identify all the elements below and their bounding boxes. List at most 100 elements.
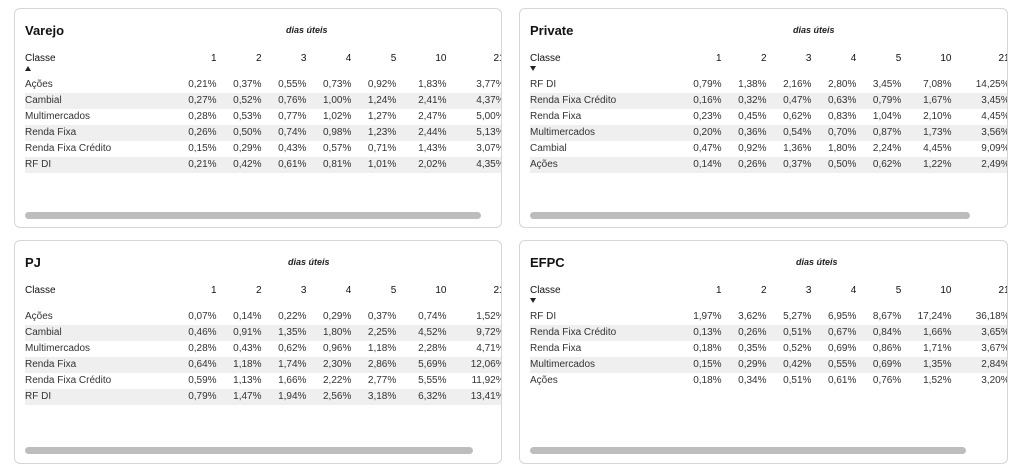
column-header-period[interactable]: 1 [211,285,217,296]
column-header-period[interactable]: 4 [850,285,857,296]
table-row[interactable]: Ações 0,18% 0,34% 0,51% 0,61% 0,76% 1,52% 3,20%… [530,373,1007,389]
column-header-period[interactable]: 5 [390,53,397,64]
table-cell: 0,18% [693,343,722,354]
column-header-period[interactable]: 2 [255,53,262,64]
column-header-period[interactable]: 2 [255,285,262,296]
column-header-classe[interactable]: Classe [530,285,675,309]
table-cell: 0,14% [233,311,262,322]
table-cell: 0,21% [188,79,217,90]
table-cell: 0,42% [770,357,816,373]
column-header-period[interactable]: 3 [300,285,307,296]
table-row[interactable]: Multimercados 0,20% 0,36% 0,54% 0,70% 0,87% 1,… [530,125,1007,141]
table-row[interactable]: Renda Fixa Crédito 0,16% 0,32% 0,47% 0,63% 0,… [530,93,1007,109]
table-cell: 0,51% [770,325,816,341]
column-header-period[interactable]: 4 [345,285,352,296]
horizontal-scrollbar[interactable] [530,212,970,219]
column-header-period[interactable]: 5 [895,285,902,296]
table-row[interactable]: Multimercados 0,28% 0,43% 0,62% 0,96% 1,18% 2,… [25,341,502,357]
table-cell: 0,15% [188,143,217,154]
column-header-period[interactable]: 4 [850,53,857,64]
table-cell: 4,71% [476,343,502,354]
table-cell: 2,28% [418,343,447,354]
column-header-period[interactable]: 5 [390,285,397,296]
column-header-period[interactable]: 3 [805,53,812,64]
column-header-period[interactable]: 1 [716,285,722,296]
row-label: Renda Fixa [530,111,582,122]
table-row[interactable]: Renda Fixa Crédito 0,13% 0,26% 0,51% 0,67% 0,… [530,325,1007,341]
table-row[interactable]: Renda Fixa 0,18% 0,35% 0,52% 0,69% 0,86% 1,71%… [530,341,1007,357]
table-row[interactable]: Cambial 0,27% 0,52% 0,76% 1,00% 1,24% 2,41% 4,3… [25,93,501,109]
table-cell: 0,70% [815,125,861,141]
table-cell: 3,18% [355,389,401,405]
table-cell: 0,64% [170,357,221,373]
column-header-period[interactable]: 4 [345,53,352,64]
table-cell: 1,94% [265,389,311,405]
table-row[interactable]: RF DI 1,97% 3,62% 5,27% 6,95% 8,67% 17,24% 36,1… [530,309,1008,325]
table-cell: 1,67% [905,93,956,109]
table-cell: 3,45% [872,79,902,90]
row-label: Ações [530,375,558,386]
table-cell: 9,72% [450,325,501,341]
column-header-classe[interactable]: Classe [25,285,170,309]
horizontal-scrollbar[interactable] [530,447,966,454]
table-row[interactable]: Ações 0,07% 0,14% 0,22% 0,29% 0,37% 0,74% 1,52%… [25,309,502,325]
table-cell: 0,77% [278,111,307,122]
table-row[interactable]: RF DI 0,79% 1,38% 2,16% 2,80% 3,45% 7,08% 14,25… [530,77,1008,93]
table-cell: 0,14% [675,157,726,173]
horizontal-scrollbar[interactable] [25,447,473,454]
table-row[interactable]: Renda Fixa Crédito 0,59% 1,13% 1,66% 2,22% 2,… [25,373,501,389]
table-cell: 14,25% [975,79,1008,90]
table-row[interactable]: Multimercados 0,28% 0,53% 0,77% 1,02% 1,27% 2,… [25,109,501,125]
table-cell: 1,43% [418,143,447,154]
column-header-period[interactable]: 2 [760,53,767,64]
table-row[interactable]: Multimercados 0,15% 0,29% 0,42% 0,55% 0,69% 1,… [530,357,1007,373]
sort-descending-icon [530,66,536,71]
column-header-classe[interactable]: Classe [530,53,675,77]
column-header-period[interactable]: 1 [716,53,722,64]
column-header-period[interactable]: 21 [998,285,1008,296]
table-cell: 0,15% [675,357,726,373]
table-row[interactable]: RF DI 0,21% 0,42% 0,61% 0,81% 1,01% 2,02% 4,35%… [25,157,501,173]
table-cell: 0,57% [322,143,352,154]
table-cell: 17,24% [917,311,952,322]
column-header-period[interactable]: 1 [211,53,217,64]
column-header-period[interactable]: 10 [940,285,952,296]
table-row[interactable]: Ações 0,21% 0,37% 0,55% 0,73% 0,92% 1,83% 3,77%… [25,77,502,93]
table-row[interactable]: Ações 0,14% 0,26% 0,37% 0,50% 0,62% 1,22% 2,49%… [530,157,1007,173]
column-header-period[interactable]: 10 [435,285,447,296]
returns-table: Classe123451021421(RF DI1,97%3,62%5,27%6… [530,285,1008,389]
table-cell: 4,37% [450,93,501,109]
column-header-period[interactable]: 21 [998,53,1008,64]
column-header-period[interactable]: 21 [493,285,502,296]
column-header-period[interactable]: 3 [300,53,307,64]
column-header-classe[interactable]: Classe [25,53,170,77]
column-header-period[interactable]: 2 [760,285,767,296]
table-cell: 1,52% [476,311,502,322]
table-cell: 0,79% [170,389,221,405]
table-row[interactable]: Renda Fixa Crédito 0,15% 0,29% 0,43% 0,57% 0,… [25,141,501,157]
table-cell: 36,18% [975,311,1008,322]
column-header-period[interactable]: 3 [805,285,812,296]
table-cell: 2,84% [955,357,1007,373]
row-label: Renda Fixa Crédito [530,93,676,109]
column-header-period[interactable]: 21 [493,53,502,64]
table-cell: 3,77% [476,79,502,90]
table-row[interactable]: Renda Fixa 0,23% 0,45% 0,62% 0,83% 1,04% 2,10%… [530,109,1007,125]
table-row[interactable]: RF DI 0,79% 1,47% 1,94% 2,56% 3,18% 6,32% 13,41… [25,389,501,405]
row-label: Multimercados [25,111,91,122]
horizontal-scrollbar[interactable] [25,212,481,219]
table-row[interactable]: Cambial 0,47% 0,92% 1,36% 1,80% 2,24% 4,45% 9,0… [530,141,1007,157]
table-cell: 2,77% [367,375,397,386]
table-row[interactable]: Cambial 0,46% 0,91% 1,35% 1,80% 2,25% 4,52% 9,7… [25,325,501,341]
column-header-period[interactable]: 10 [435,53,447,64]
table-cell: 0,62% [783,111,812,122]
table-row[interactable]: Renda Fixa 0,64% 1,18% 1,74% 2,30% 2,86% 5,69%… [25,357,501,373]
table-cell: 0,52% [783,343,812,354]
column-header-period[interactable]: 5 [895,53,902,64]
panel-title: EFPC [530,255,565,270]
table-cell: 0,37% [770,157,816,173]
table-row[interactable]: Renda Fixa 0,26% 0,50% 0,74% 0,98% 1,23% 2,44%… [25,125,501,141]
table-cell: 0,84% [860,325,906,341]
panel-private: Private dias úteis Classe12345102142RF D… [519,8,1008,228]
column-header-period[interactable]: 10 [940,53,952,64]
